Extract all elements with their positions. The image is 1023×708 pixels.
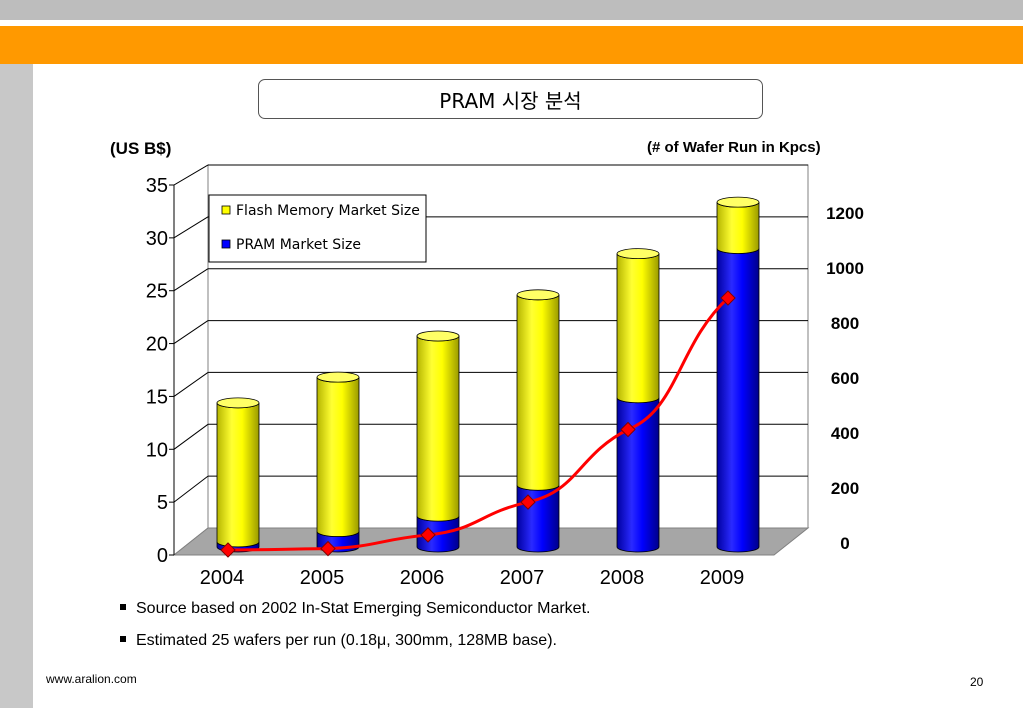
bullet-text: Estimated 25 wafers per run (0.18μ, 300m…	[136, 632, 557, 649]
gridline-side	[173, 268, 209, 292]
header-orange-band	[0, 26, 1023, 64]
x-axis-tick-label: 2009	[700, 567, 745, 589]
top-white-stripe	[0, 20, 1023, 26]
top-grey-band	[0, 0, 1023, 20]
bar-top	[316, 371, 360, 383]
bar-flash	[716, 202, 760, 254]
line-marker	[720, 290, 736, 306]
right-axis-tick-label: 0	[840, 534, 849, 553]
bar-flash	[616, 253, 660, 404]
left-axis-tick-label: 15	[146, 386, 168, 408]
legend-box	[208, 194, 427, 263]
left-axis-tick-label: 35	[146, 175, 168, 197]
line-marker	[320, 540, 336, 557]
bullet-square-icon	[120, 603, 126, 610]
wafer-run-line	[220, 290, 736, 558]
gridline-side	[173, 423, 209, 450]
gridline-side	[173, 372, 209, 397]
x-axis-tick-label: 2005	[300, 567, 345, 589]
left-grey-band	[0, 64, 33, 708]
bar-flash	[316, 377, 360, 537]
right-axis-ticks: 0 200 400 600 800 1000 1200	[826, 204, 864, 553]
chart-legend: Flash Memory Market Size PRAM Market Size	[208, 194, 427, 263]
left-axis-ticks: 0 5 10 15 20 25 30 35	[146, 175, 175, 567]
legend-swatch	[221, 239, 231, 249]
x-axis-tick-label: 2008	[600, 567, 645, 589]
bullet-square-icon	[120, 635, 126, 642]
x-axis-tick-label: 2006	[400, 567, 445, 589]
left-axis-tick-label: 10	[146, 439, 168, 461]
x-axis-labels: 2004 2005 2006 2007 2008 2009	[200, 567, 745, 589]
bar-pram	[616, 397, 660, 553]
gridline-side	[173, 216, 209, 239]
bar-pram	[716, 248, 760, 553]
left-axis-tick-label: 20	[146, 334, 168, 356]
page-number: 20	[970, 675, 984, 689]
bar-top	[216, 397, 260, 409]
line-marker	[520, 494, 536, 510]
gridline-side	[173, 475, 209, 503]
bar-flash	[416, 335, 460, 522]
left-axis-unit-label: (US B$)	[110, 139, 172, 158]
chart-side-wall	[173, 164, 209, 557]
right-axis-tick-label: 1000	[826, 259, 864, 278]
bullet-item: Estimated 25 wafers per run (0.18μ, 300m…	[120, 632, 557, 650]
bar-top	[416, 330, 460, 342]
slide-title: PRAM 시장 분석	[258, 79, 763, 119]
bar-flash	[516, 294, 560, 491]
x-axis-tick-label: 2004	[200, 567, 245, 589]
line-marker	[220, 542, 236, 558]
bar-flash	[216, 402, 260, 548]
bullet-item: Source based on 2002 In-Stat Emerging Se…	[120, 600, 590, 618]
footer-url: www.aralion.com	[46, 672, 137, 686]
bar-top	[616, 248, 660, 260]
right-axis-tick-label: 400	[831, 424, 859, 443]
bullet-text: Source based on 2002 In-Stat Emerging Se…	[136, 600, 591, 617]
right-axis-tick-label: 800	[831, 314, 859, 333]
gridline-side	[173, 320, 209, 344]
bar-top	[716, 196, 760, 208]
legend-swatch	[221, 205, 231, 215]
bar-pram	[516, 485, 560, 553]
right-axis-tick-label: 600	[831, 369, 859, 388]
legend-label: Flash Memory Market Size	[236, 203, 420, 219]
left-axis-tick-label: 0	[157, 545, 168, 567]
right-axis-tick-label: 200	[831, 479, 859, 498]
right-axis-tick-label: 1200	[826, 204, 864, 223]
legend-label: PRAM Market Size	[236, 237, 361, 253]
left-axis-tick-label: 5	[157, 492, 168, 514]
bar-top	[516, 289, 560, 301]
line-marker	[620, 421, 636, 438]
x-axis-tick-label: 2007	[500, 567, 545, 589]
gridline-side	[173, 164, 209, 186]
right-axis-unit-label: (# of Wafer Run in Kpcs)	[647, 139, 821, 156]
left-axis-tick-label: 25	[146, 281, 168, 303]
chart-bars	[216, 196, 760, 553]
line-marker	[420, 527, 436, 543]
left-axis-tick-label: 30	[146, 228, 168, 250]
